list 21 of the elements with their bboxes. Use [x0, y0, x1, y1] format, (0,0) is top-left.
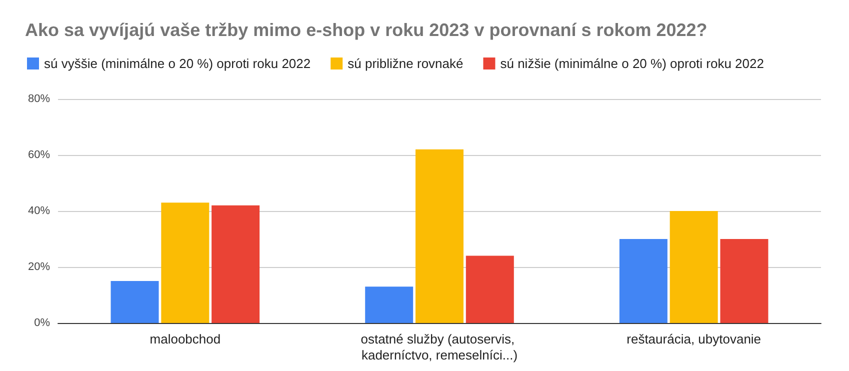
bar	[670, 211, 718, 323]
x-tick-label: maloobchod	[150, 332, 221, 346]
bar	[416, 149, 464, 323]
bar	[212, 205, 260, 323]
x-tick-label: ostatné služby (autoservis, kaderníctvo, remeselníci...)	[360, 332, 518, 362]
legend-label: sú nižšie (minimálne o 20 %) oproti roku 2022	[500, 56, 764, 71]
bar	[110, 281, 159, 323]
chart-title: Ako sa vyvíjajú vaše tržby mimo e-shop v roku 2023 v porovnaní s rokom 2022?	[25, 20, 708, 40]
legend-label: sú približne rovnaké	[348, 56, 464, 71]
y-tick-label: 0%	[34, 317, 50, 329]
bar	[619, 239, 668, 323]
legend-label: sú vyššie (minimálne o 20 %) oproti roku 2022	[44, 56, 311, 71]
y-tick-label: 20%	[28, 261, 50, 273]
y-tick-label: 60%	[28, 149, 50, 161]
x-tick-label: reštaurácia, ubytovanie	[626, 332, 762, 346]
bar	[365, 286, 414, 323]
bar	[161, 202, 210, 323]
bar	[466, 256, 514, 323]
y-tick-label: 40%	[28, 205, 50, 217]
bar	[720, 239, 768, 323]
y-tick-label: 80%	[28, 93, 50, 105]
